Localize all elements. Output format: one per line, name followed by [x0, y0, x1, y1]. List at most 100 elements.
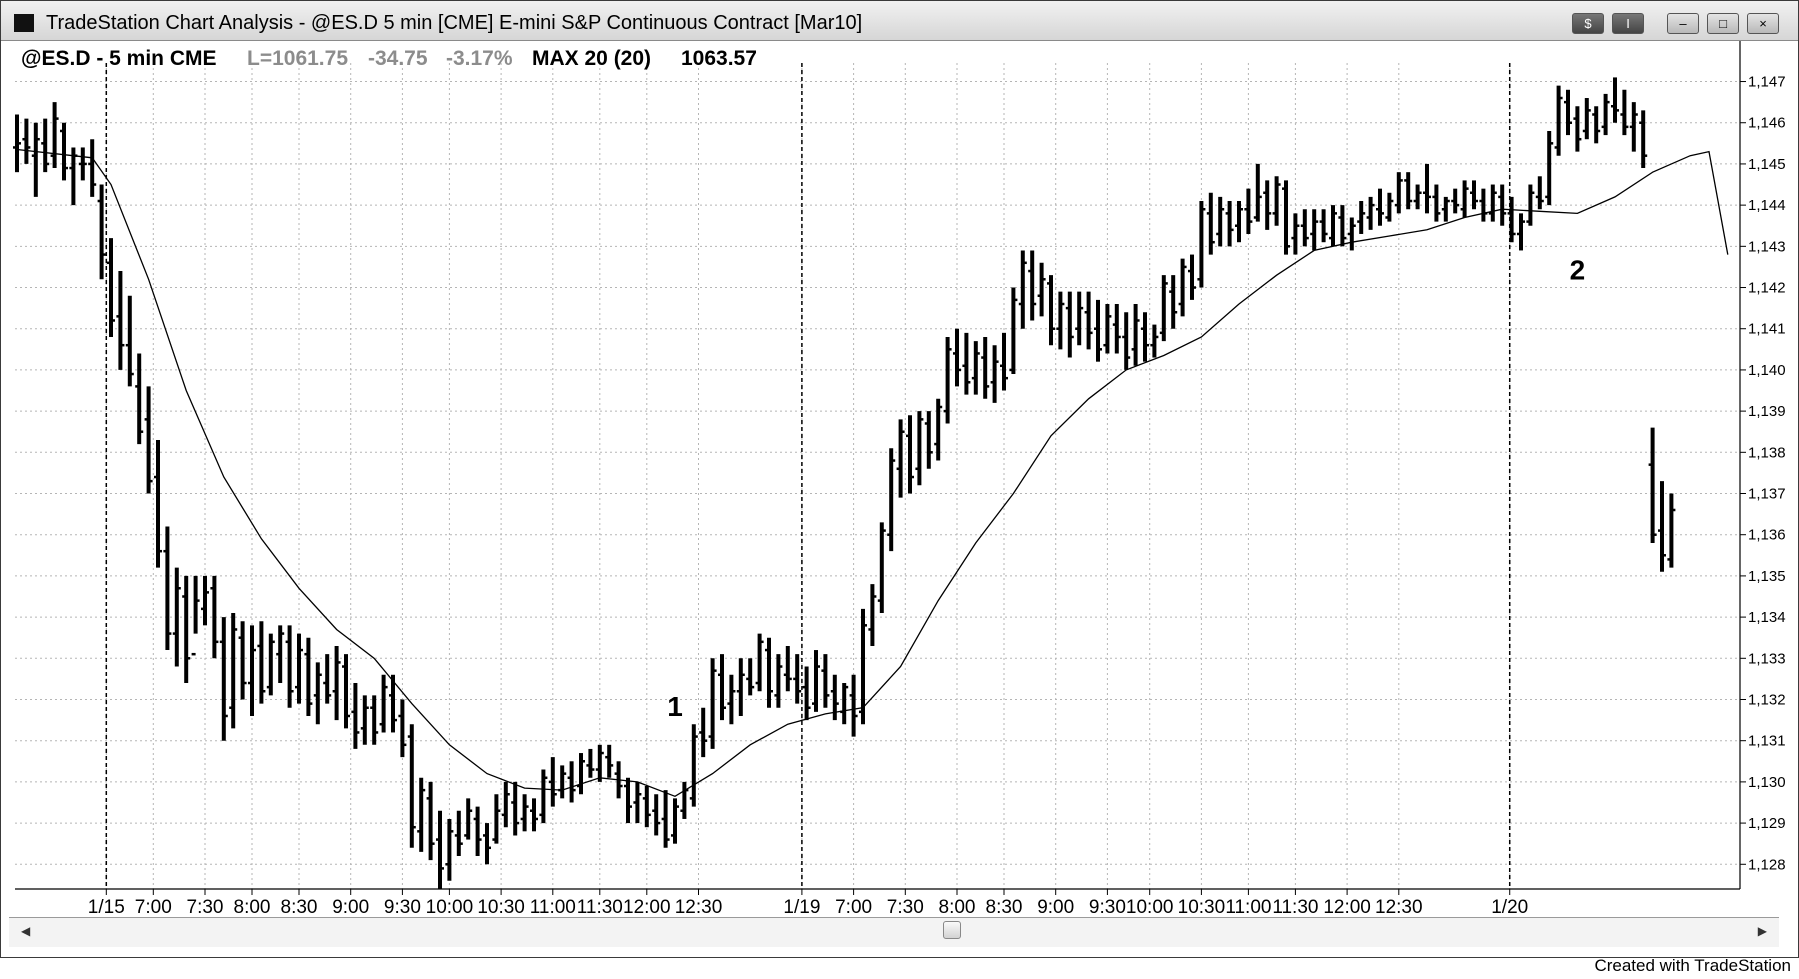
ohlc-bar — [1601, 93, 1610, 136]
ohlc-bar — [1451, 188, 1460, 214]
ohlc-bar — [1009, 287, 1018, 375]
ohlc-bar — [41, 118, 50, 173]
x-tick-label: 1/20 — [1491, 897, 1528, 917]
ohlc-bar — [492, 794, 501, 844]
y-tick-label: 1,130 — [1748, 774, 1786, 791]
y-tick-label: 1,136 — [1748, 527, 1786, 544]
x-tick-label: 10:00 — [1126, 897, 1174, 917]
ohlc-bar — [483, 823, 491, 865]
ohlc-bar — [1300, 209, 1309, 247]
ohlc-bar — [736, 658, 745, 716]
x-tick-label: 9:30 — [384, 897, 421, 917]
ohlc-bar — [1470, 180, 1478, 210]
maximize-button[interactable]: □ — [1707, 13, 1739, 34]
y-tick-label: 1,137 — [1748, 486, 1786, 503]
ohlc-bar — [1347, 217, 1356, 251]
ohlc-bar — [370, 695, 379, 745]
x-tick-label: 12:00 — [1323, 897, 1371, 917]
ohlc-bars — [13, 77, 1676, 889]
ohlc-bar — [417, 777, 426, 852]
ohlc-bar — [473, 806, 482, 857]
title-bar: TradeStation Chart Analysis - @ES.D 5 mi… — [1, 1, 1798, 41]
ohlc-bar — [1141, 312, 1149, 362]
ohlc-bar — [755, 633, 764, 692]
horizontal-scrollbar[interactable]: ◀ ▶ — [9, 917, 1779, 947]
ohlc-bar — [595, 744, 604, 782]
ohlc-bar — [887, 448, 896, 552]
ohlc-bar — [1206, 192, 1215, 255]
ohlc-bar — [1376, 188, 1384, 226]
pct-change-label: -3.17% — [446, 47, 513, 70]
ohlc-bar — [229, 612, 238, 729]
ohlc-bar — [915, 411, 924, 486]
ohlc-bar — [1253, 163, 1262, 222]
ohlc-bar — [1150, 324, 1159, 358]
scrollbar-thumb[interactable] — [943, 921, 961, 939]
ohlc-bar — [1582, 98, 1591, 140]
scroll-left-arrow-icon[interactable]: ◀ — [21, 924, 31, 938]
x-tick-label: 12:30 — [1375, 897, 1423, 917]
chart-window: TradeStation Chart Analysis - @ES.D 5 mi… — [0, 0, 1799, 958]
moving-average-line — [16, 148, 1729, 798]
symbol-label: @ES.D - 5 min CME — [21, 47, 217, 70]
ohlc-bar — [1338, 205, 1347, 247]
ohlc-bar — [530, 798, 538, 832]
ohlc-bar — [22, 118, 31, 164]
ohlc-bar — [1667, 493, 1676, 568]
ohlc-bar — [877, 522, 886, 613]
ohlc-bar — [1075, 291, 1084, 346]
chart-header: @ES.D - 5 min CME L=1061.75 -34.75 -3.17… — [21, 47, 757, 70]
ohlc-bar — [1385, 192, 1394, 222]
ohlc-bar — [1423, 163, 1431, 214]
y-tick-label: 1,128 — [1748, 856, 1786, 873]
ohlc-bar — [1178, 258, 1187, 317]
x-tick-label: 7:30 — [887, 897, 924, 917]
ohlc-bar — [210, 575, 219, 659]
ohlc-bar — [1263, 180, 1272, 230]
ohlc-bar — [953, 328, 961, 387]
ohlc-bar — [1084, 291, 1093, 350]
chart-grid — [15, 63, 1740, 889]
y-tick-label: 1,129 — [1748, 815, 1786, 832]
ohlc-bar — [1103, 304, 1112, 354]
ohlc-bar — [342, 654, 350, 729]
ohlc-bar — [661, 790, 670, 848]
ohlc-bar — [1188, 254, 1196, 300]
ohlc-bar — [1056, 291, 1065, 350]
x-tick-label: 1/15 — [88, 897, 125, 917]
annotation-label: 2 — [1570, 254, 1586, 285]
price-chart[interactable]: 1,128 1,129 1,130 1,131 1,132 1,133 1,134 1,135… — [1, 41, 1798, 917]
x-tick-label: 8:00 — [939, 897, 976, 917]
ohlc-bar — [1404, 172, 1413, 210]
ohlc-bar — [295, 633, 303, 704]
ohlc-bar — [746, 658, 755, 696]
close-button[interactable]: × — [1747, 13, 1779, 34]
x-tick-label: 1/19 — [783, 897, 820, 917]
ohlc-bar — [201, 575, 209, 626]
ohlc-bar — [1197, 201, 1206, 288]
ohlc-bar — [1244, 188, 1253, 234]
minimize-button[interactable]: – — [1667, 13, 1699, 34]
ohlc-bar — [78, 147, 87, 181]
ohlc-bar — [379, 674, 388, 733]
x-tick-label: 9:00 — [1037, 897, 1074, 917]
ohlc-bar — [1441, 196, 1450, 222]
ohlc-bar — [896, 419, 905, 498]
ohlc-bar — [1028, 250, 1037, 321]
ohlc-bar — [445, 818, 454, 881]
x-tick-label: 12:00 — [623, 897, 671, 917]
ohlc-bar — [924, 411, 933, 469]
ohlc-bar — [1094, 299, 1102, 362]
ohlc-bar — [511, 781, 520, 836]
indicator-dropdown-button[interactable]: I — [1612, 13, 1644, 34]
symbol-dropdown-button[interactable]: $ — [1572, 13, 1604, 34]
ohlc-bar — [624, 777, 632, 824]
y-tick-label: 1,145 — [1748, 156, 1786, 173]
x-tick-label: 8:00 — [234, 897, 271, 917]
ohlc-bar — [1545, 130, 1554, 206]
ohlc-bar — [1329, 205, 1337, 247]
y-tick-label: 1,144 — [1748, 197, 1786, 214]
ohlc-bar — [934, 398, 943, 461]
scroll-right-arrow-icon[interactable]: ▶ — [1757, 924, 1767, 938]
ohlc-bar — [1272, 176, 1281, 226]
